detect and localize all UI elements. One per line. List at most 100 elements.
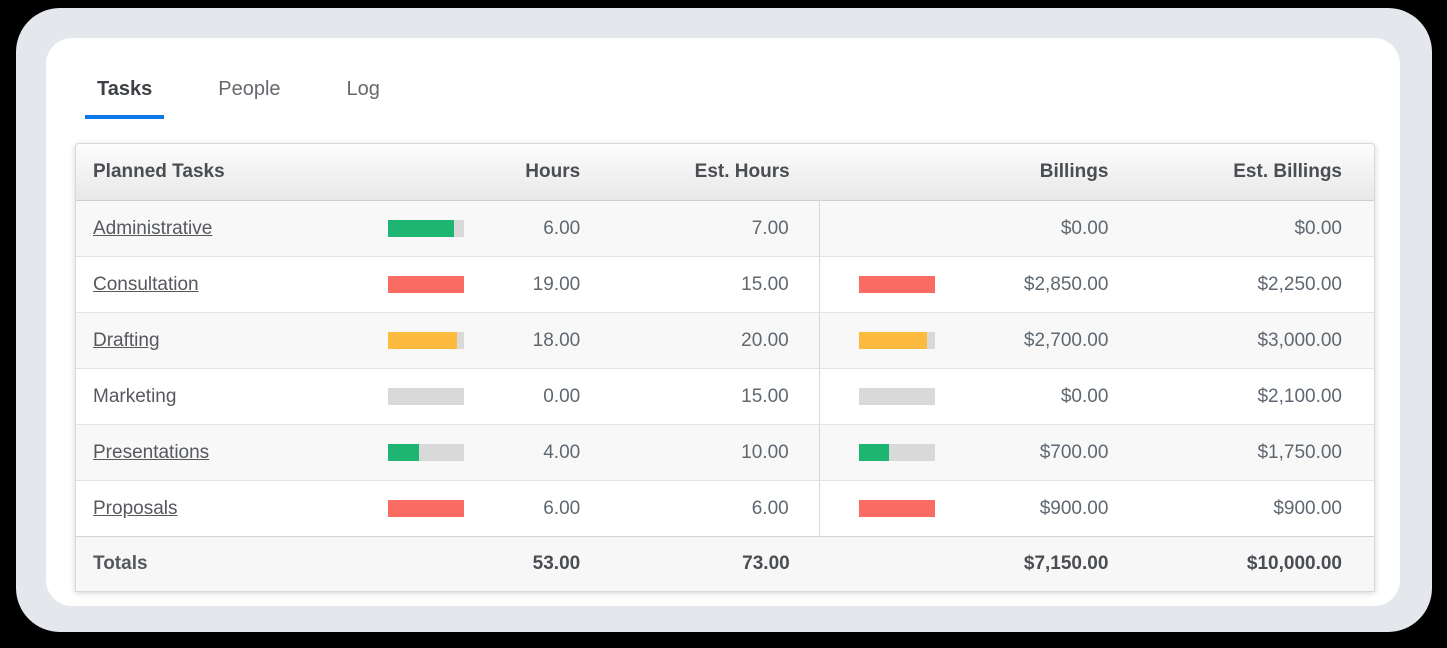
task-name-cell: Presentations <box>76 424 389 480</box>
header-billings-bar-spacer <box>819 144 959 201</box>
hours-progress-bar <box>388 219 465 237</box>
billings-progress-bar-fill <box>858 499 935 517</box>
table-row: Presentations 4.00 10.00 $700.00 $1,750.00 <box>76 424 1374 480</box>
hours-cell: 6.00 <box>543 217 581 239</box>
hours-progress-bar <box>388 499 465 517</box>
hours-progress-cell <box>388 312 476 368</box>
tab-tasks[interactable]: Tasks <box>85 78 165 119</box>
hours-progress-bar <box>388 387 465 405</box>
est-hours-cell: 15.00 <box>580 256 820 312</box>
est-billings-cell: $0.00 <box>1294 217 1342 239</box>
table-row: Administrative 6.00 7.00 $0.00 $0.00 <box>76 201 1374 256</box>
est-billings-cell: $2,250.00 <box>1108 256 1374 312</box>
planned-tasks-table: Planned Tasks Hours Est. Hours Billings … <box>75 143 1375 592</box>
task-link[interactable]: Proposals <box>93 497 178 519</box>
hours-progress-bar-fill <box>388 275 465 293</box>
hours-progress-bar-fill <box>388 219 454 237</box>
header-billings: Billings <box>958 144 1109 201</box>
hours-progress-bar-fill <box>388 331 457 349</box>
est-billings-cell: $2,100.00 <box>1108 368 1374 424</box>
table-row: Proposals 6.00 6.00 $900.00 $900.00 <box>76 480 1374 536</box>
task-link[interactable]: Consultation <box>93 273 199 295</box>
table-header: Planned Tasks Hours Est. Hours Billings … <box>76 144 1374 201</box>
table-body: Administrative 6.00 7.00 $0.00 $0.00 Consulta… <box>76 201 1374 536</box>
totals-billings: $7,150.00 <box>958 536 1109 591</box>
hours-progress-cell <box>388 368 476 424</box>
billings-progress-bar <box>858 275 935 293</box>
billings-progress-bar-fill <box>858 275 935 293</box>
hours-progress-bar <box>388 443 465 461</box>
tab-people[interactable]: People <box>218 78 281 100</box>
task-link[interactable]: Drafting <box>93 329 160 351</box>
hours-progress-bar <box>388 275 465 293</box>
billings-progress-bar-fill <box>858 331 928 349</box>
task-name-cell: Proposals <box>76 480 389 536</box>
billings-progress-cell <box>819 368 959 424</box>
device-frame: Tasks People Log Planned Tasks Hours <box>16 8 1432 632</box>
header-planned-tasks: Planned Tasks <box>76 144 389 201</box>
task-link[interactable]: Presentations <box>93 441 210 463</box>
billings-progress-cell <box>819 256 959 312</box>
task-label: Marketing <box>93 385 177 407</box>
tab-bar: Tasks People Log <box>85 78 434 119</box>
tab-log[interactable]: Log <box>346 78 380 100</box>
totals-est-billings: $10,000.00 <box>1108 536 1374 591</box>
task-name-cell: Drafting <box>76 312 389 368</box>
table-row: Consultation 19.00 15.00 $2,850.00 $2,250.00 <box>76 256 1374 312</box>
est-hours-cell: 20.00 <box>580 312 820 368</box>
hours-cell: 18.00 <box>475 312 581 368</box>
table-footer: Totals 53.00 73.00 $7,150.00 $10,000.00 <box>76 536 1374 591</box>
billings-progress-bar <box>858 331 935 349</box>
task-name-cell: Marketing <box>76 368 389 424</box>
totals-hours-bar-spacer <box>388 536 476 591</box>
hours-cell: 6.00 <box>475 480 581 536</box>
totals-label: Totals <box>76 536 389 591</box>
totals-billings-bar-spacer <box>819 536 959 591</box>
header-est-hours: Est. Hours <box>580 144 820 201</box>
table-row: Marketing 0.00 15.00 $0.00 $2,100.00 <box>76 368 1374 424</box>
est-hours-cell: 6.00 <box>580 480 820 536</box>
billings-cell: $900.00 <box>958 480 1109 536</box>
est-billings-cell: $3,000.00 <box>1108 312 1374 368</box>
hours-progress-cell <box>388 256 476 312</box>
hours-progress-bar <box>388 331 465 349</box>
header-est-billings: Est. Billings <box>1108 144 1374 201</box>
billings-progress-cell <box>820 201 959 256</box>
hours-cell: 4.00 <box>475 424 581 480</box>
hours-cell: 19.00 <box>475 256 581 312</box>
billings-progress-cell <box>819 480 959 536</box>
totals-est-hours: 73.00 <box>580 536 820 591</box>
billings-progress-cell <box>819 424 959 480</box>
hours-progress-cell <box>388 480 476 536</box>
billings-progress-bar <box>858 443 935 461</box>
task-name-cell: Administrative <box>76 201 388 256</box>
est-billings-cell: $1,750.00 <box>1108 424 1374 480</box>
est-hours-cell: 7.00 <box>580 201 820 256</box>
app-panel: Tasks People Log Planned Tasks Hours <box>46 38 1400 606</box>
hours-progress-bar-fill <box>388 499 465 517</box>
billings-progress-bar-fill <box>858 443 890 461</box>
est-billings-cell: $900.00 <box>1108 480 1374 536</box>
billings-progress-cell <box>819 312 959 368</box>
est-hours-cell: 10.00 <box>580 424 820 480</box>
hours-progress-cell <box>388 424 476 480</box>
hours-progress-cell <box>388 201 475 256</box>
billings-cell: $0.00 <box>958 368 1109 424</box>
billings-cell: $2,850.00 <box>958 256 1109 312</box>
task-name-cell: Consultation <box>76 256 389 312</box>
hours-progress-bar-fill <box>388 443 419 461</box>
est-hours-cell: 15.00 <box>580 368 820 424</box>
hours-cell: 0.00 <box>475 368 581 424</box>
planned-tasks-table-wrap: Planned Tasks Hours Est. Hours Billings … <box>75 143 1375 592</box>
billings-cell: $0.00 <box>1060 217 1109 239</box>
task-link[interactable]: Administrative <box>93 217 213 239</box>
header-hours: Hours <box>475 144 581 201</box>
totals-hours: 53.00 <box>475 536 581 591</box>
table-row: Drafting 18.00 20.00 $2,700.00 $3,000.00 <box>76 312 1374 368</box>
header-hours-bar-spacer <box>388 144 476 201</box>
billings-progress-bar <box>858 387 935 405</box>
billings-cell: $700.00 <box>958 424 1109 480</box>
totals-row: Totals 53.00 73.00 $7,150.00 $10,000.00 <box>76 536 1374 591</box>
billings-progress-bar <box>858 499 935 517</box>
